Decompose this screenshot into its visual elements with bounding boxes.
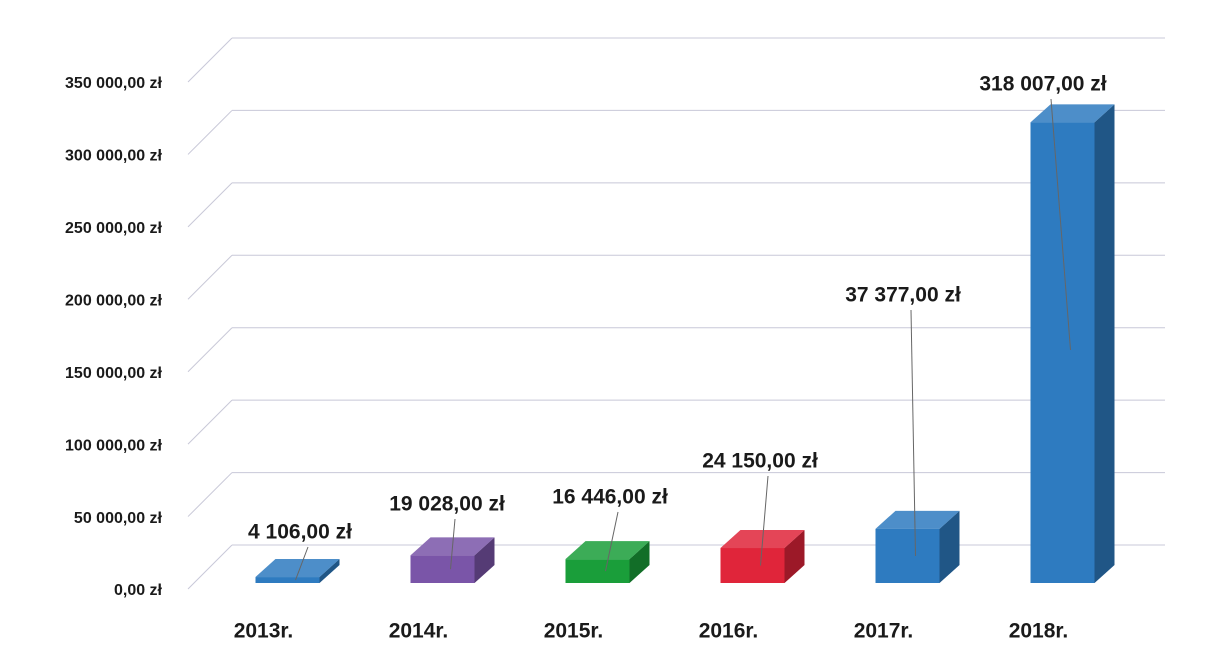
y-tick-label: 250 000,00 zł [65,220,163,237]
grid-line-side [187,182,233,228]
bar-top-shade [565,541,650,560]
bar-top [875,510,960,529]
bar-side-shade [784,530,805,583]
bar [565,559,630,583]
x-tick-label: 2014r. [389,620,449,643]
x-tick-label: 2013r. [234,620,294,643]
bar-side-shade [629,541,650,583]
x-tick-label: 2017r. [854,620,914,643]
grid-line-side [187,37,233,83]
grid-line-side [187,472,233,517]
y-tick-label: 200 000,00 zł [65,293,163,310]
bar [1030,122,1095,583]
grid-line-side [187,110,233,155]
bar [875,528,940,583]
leader-line [910,309,916,556]
value-label: 318 007,00 zł [979,73,1106,96]
bar-side-shade [319,559,340,583]
leader-line [605,511,619,572]
bar-side-shade [1094,104,1115,583]
bar-side [939,510,960,583]
bar [255,577,320,583]
bar-top [255,559,340,578]
grid-line-side [187,254,233,300]
bar-side-shade [939,510,960,583]
value-label: 24 150,00 zł [702,450,818,473]
bar-side [784,530,805,583]
x-tick-label: 2015r. [544,620,604,643]
leader-line [295,546,309,581]
x-tick-label: 2018r. [1009,620,1069,643]
bar-top-shade [875,510,960,529]
bar-top-shade [255,559,340,578]
y-tick-label: 300 000,00 zł [65,148,163,165]
leader-line [1050,98,1071,351]
bar [720,548,785,583]
grid-line-side [187,399,233,445]
y-tick-label: 50 000,00 zł [74,510,163,527]
value-label: 4 106,00 zł [248,521,352,544]
y-tick-label: 100 000,00 zł [65,437,163,454]
y-tick-label: 150 000,00 zł [65,365,163,382]
leader-line [450,518,456,570]
leader-line [760,475,769,566]
value-label: 16 446,00 zł [552,486,668,509]
bar-side-shade [474,537,495,583]
value-label: 37 377,00 zł [845,284,961,307]
y-tick-label: 350 000,00 zł [65,75,163,92]
bar-side [1094,104,1115,583]
bar [410,555,475,583]
grid-line-side [187,544,233,590]
bar-top [565,541,650,560]
bar-side [474,537,495,583]
bar-side [319,559,340,583]
grid-line-side [187,327,233,373]
y-tick-label: 0,00 zł [114,582,163,599]
bar-side [629,541,650,583]
value-label: 19 028,00 zł [389,493,505,516]
x-tick-label: 2016r. [699,620,759,643]
